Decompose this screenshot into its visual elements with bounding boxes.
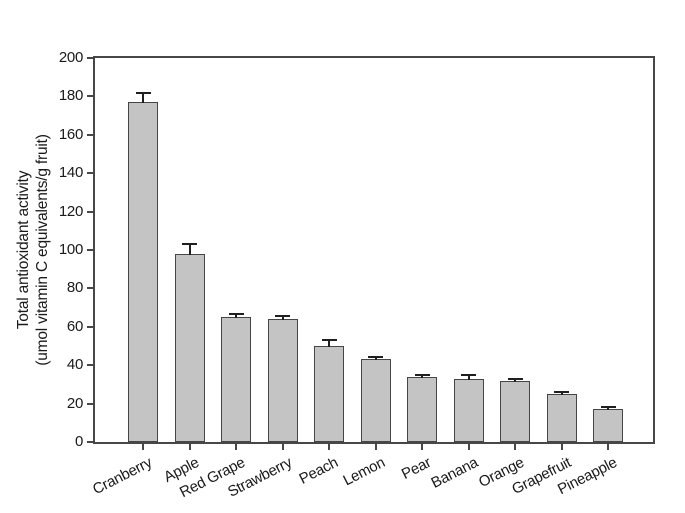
x-tick-pineapple <box>607 444 610 450</box>
y-tick-label-80: 80 <box>66 279 83 297</box>
y-tick-180 <box>87 95 93 98</box>
x-tick-cranberry <box>142 444 145 450</box>
error-bar-line-red-grape <box>235 314 238 319</box>
error-bar-cap-red-grape <box>228 313 244 316</box>
y-tick-120 <box>87 210 93 213</box>
y-tick-label-180: 180 <box>58 87 83 105</box>
x-tick-peach <box>328 444 331 450</box>
error-bar-line-cranberry <box>142 92 145 104</box>
x-tick-grapefruit <box>560 444 563 450</box>
x-tick-label-peach: Peach <box>296 454 342 488</box>
error-bar-cap-grapefruit <box>554 391 570 394</box>
x-tick-label-banana: Banana <box>428 454 481 492</box>
bar-apple <box>174 253 205 442</box>
error-bar-line-lemon <box>374 356 377 361</box>
y-tick-80 <box>87 287 93 290</box>
bar-lemon <box>360 359 391 442</box>
x-tick-label-cranberry: Cranberry <box>90 454 156 499</box>
y-tick-label-200: 200 <box>58 49 83 66</box>
error-bar-line-orange <box>514 378 517 382</box>
bar-strawberry <box>267 319 298 442</box>
error-bar-cap-cranberry <box>135 91 151 94</box>
x-tick-label-lemon: Lemon <box>340 454 388 490</box>
y-tick-20 <box>87 402 93 405</box>
y-tick-140 <box>87 172 93 175</box>
bar-cranberry <box>128 102 159 442</box>
error-bar-line-pineapple <box>607 407 610 411</box>
plot-area <box>93 56 655 444</box>
y-tick-label-20: 20 <box>66 394 83 412</box>
y-tick-label-120: 120 <box>58 202 83 220</box>
y-tick-0 <box>87 441 93 443</box>
error-bar-line-pear <box>421 374 424 378</box>
y-tick-160 <box>87 133 93 136</box>
bar-orange <box>500 380 531 442</box>
x-tick-red-grape <box>235 444 238 450</box>
bar-banana <box>453 378 484 442</box>
error-bar-cap-orange <box>507 377 523 380</box>
error-bar-line-strawberry <box>281 316 284 321</box>
x-tick-strawberry <box>281 444 284 450</box>
error-bar-cap-peach <box>321 339 337 342</box>
y-tick-60 <box>87 325 93 328</box>
y-tick-label-60: 60 <box>66 317 83 335</box>
x-tick-orange <box>514 444 517 450</box>
error-bar-cap-pineapple <box>600 406 616 409</box>
y-tick-label-140: 140 <box>58 164 83 182</box>
plot-inner <box>95 58 653 442</box>
bar-pear <box>407 376 438 442</box>
error-bar-line-banana <box>467 374 470 380</box>
x-tick-lemon <box>374 444 377 450</box>
x-tick-banana <box>467 444 470 450</box>
x-tick-pear <box>421 444 424 450</box>
bar-grapefruit <box>546 394 577 442</box>
bar-peach <box>314 346 345 442</box>
error-bar-cap-strawberry <box>275 315 291 318</box>
error-bar-cap-pear <box>414 373 430 376</box>
error-bar-cap-apple <box>182 243 198 246</box>
error-bar-cap-banana <box>461 373 477 376</box>
y-tick-label-40: 40 <box>66 356 83 374</box>
y-tick-label-100: 100 <box>58 241 83 258</box>
y-tick-100 <box>87 249 93 251</box>
x-tick-apple <box>188 444 191 450</box>
error-bar-line-apple <box>188 244 191 255</box>
y-tick-label-160: 160 <box>58 125 83 143</box>
y-tick-200 <box>87 57 93 59</box>
bar-pineapple <box>593 409 624 442</box>
error-bar-line-peach <box>328 340 331 347</box>
y-tick-40 <box>87 364 93 367</box>
bar-red-grape <box>221 317 252 442</box>
error-bar-cap-lemon <box>368 355 384 358</box>
y-tick-label-0: 0 <box>74 433 83 450</box>
y-axis-title-line1: Total antioxidant activity <box>15 170 32 330</box>
error-bar-line-grapefruit <box>560 392 563 395</box>
